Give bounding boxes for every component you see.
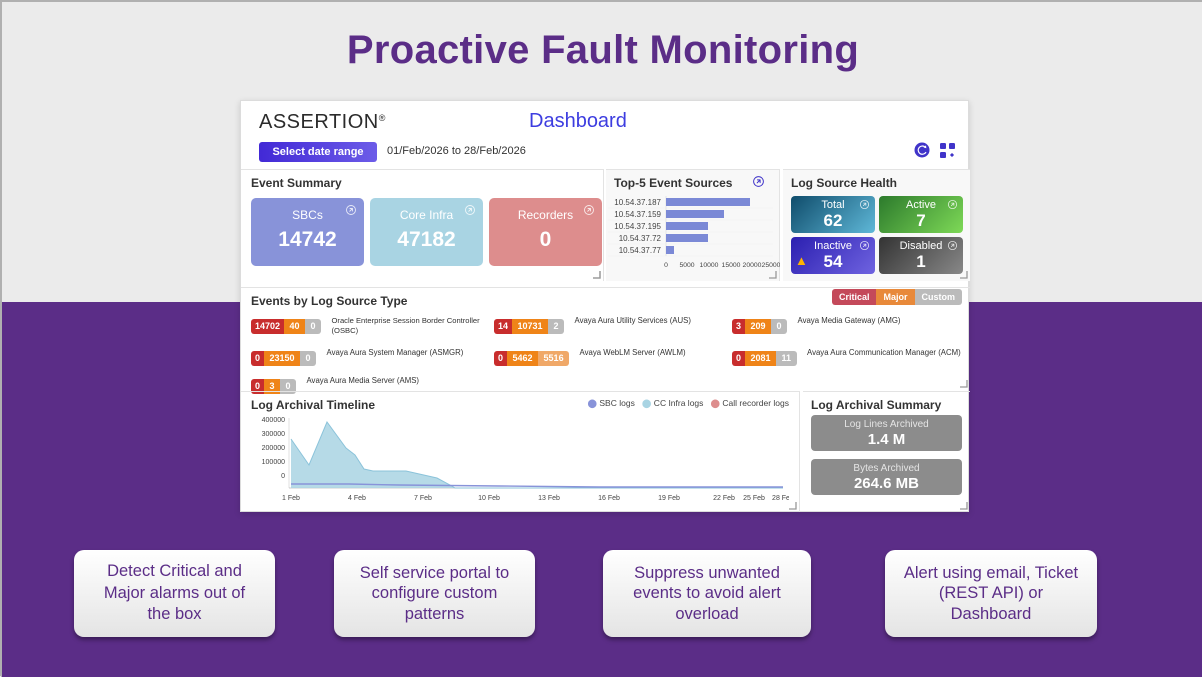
svg-text:100000: 100000 [262,459,285,466]
svg-text:16 Feb: 16 Feb [598,495,620,502]
svg-text:10.54.37.187: 10.54.37.187 [614,198,661,207]
svg-text:10 Feb: 10 Feb [478,495,500,502]
svg-text:200000: 200000 [262,445,285,452]
svg-text:10.54.37.77: 10.54.37.77 [619,246,662,255]
svg-text:22 Feb: 22 Feb [713,495,735,502]
svg-text:400000: 400000 [262,417,285,424]
svg-text:0: 0 [664,262,668,269]
svg-text:10.54.37.195: 10.54.37.195 [614,222,661,231]
svg-text:19 Feb: 19 Feb [658,495,680,502]
svg-text:15000: 15000 [722,262,741,269]
svg-text:1 Feb: 1 Feb [282,495,300,502]
svg-text:7 Feb: 7 Feb [414,495,432,502]
svg-text:5000: 5000 [679,262,694,269]
svg-text:25 Feb: 25 Feb [743,495,765,502]
svg-text:0: 0 [281,473,285,480]
svg-text:4 Feb: 4 Feb [348,495,366,502]
svg-text:28 Fe: 28 Fe [772,495,789,502]
svg-text:13 Feb: 13 Feb [538,495,560,502]
svg-text:10.54.37.72: 10.54.37.72 [619,234,662,243]
svg-text:10.54.37.159: 10.54.37.159 [614,210,661,219]
svg-text:10000: 10000 [700,262,719,269]
svg-text:300000: 300000 [262,431,285,438]
svg-text:25000: 25000 [762,262,780,269]
svg-text:20000: 20000 [743,262,762,269]
